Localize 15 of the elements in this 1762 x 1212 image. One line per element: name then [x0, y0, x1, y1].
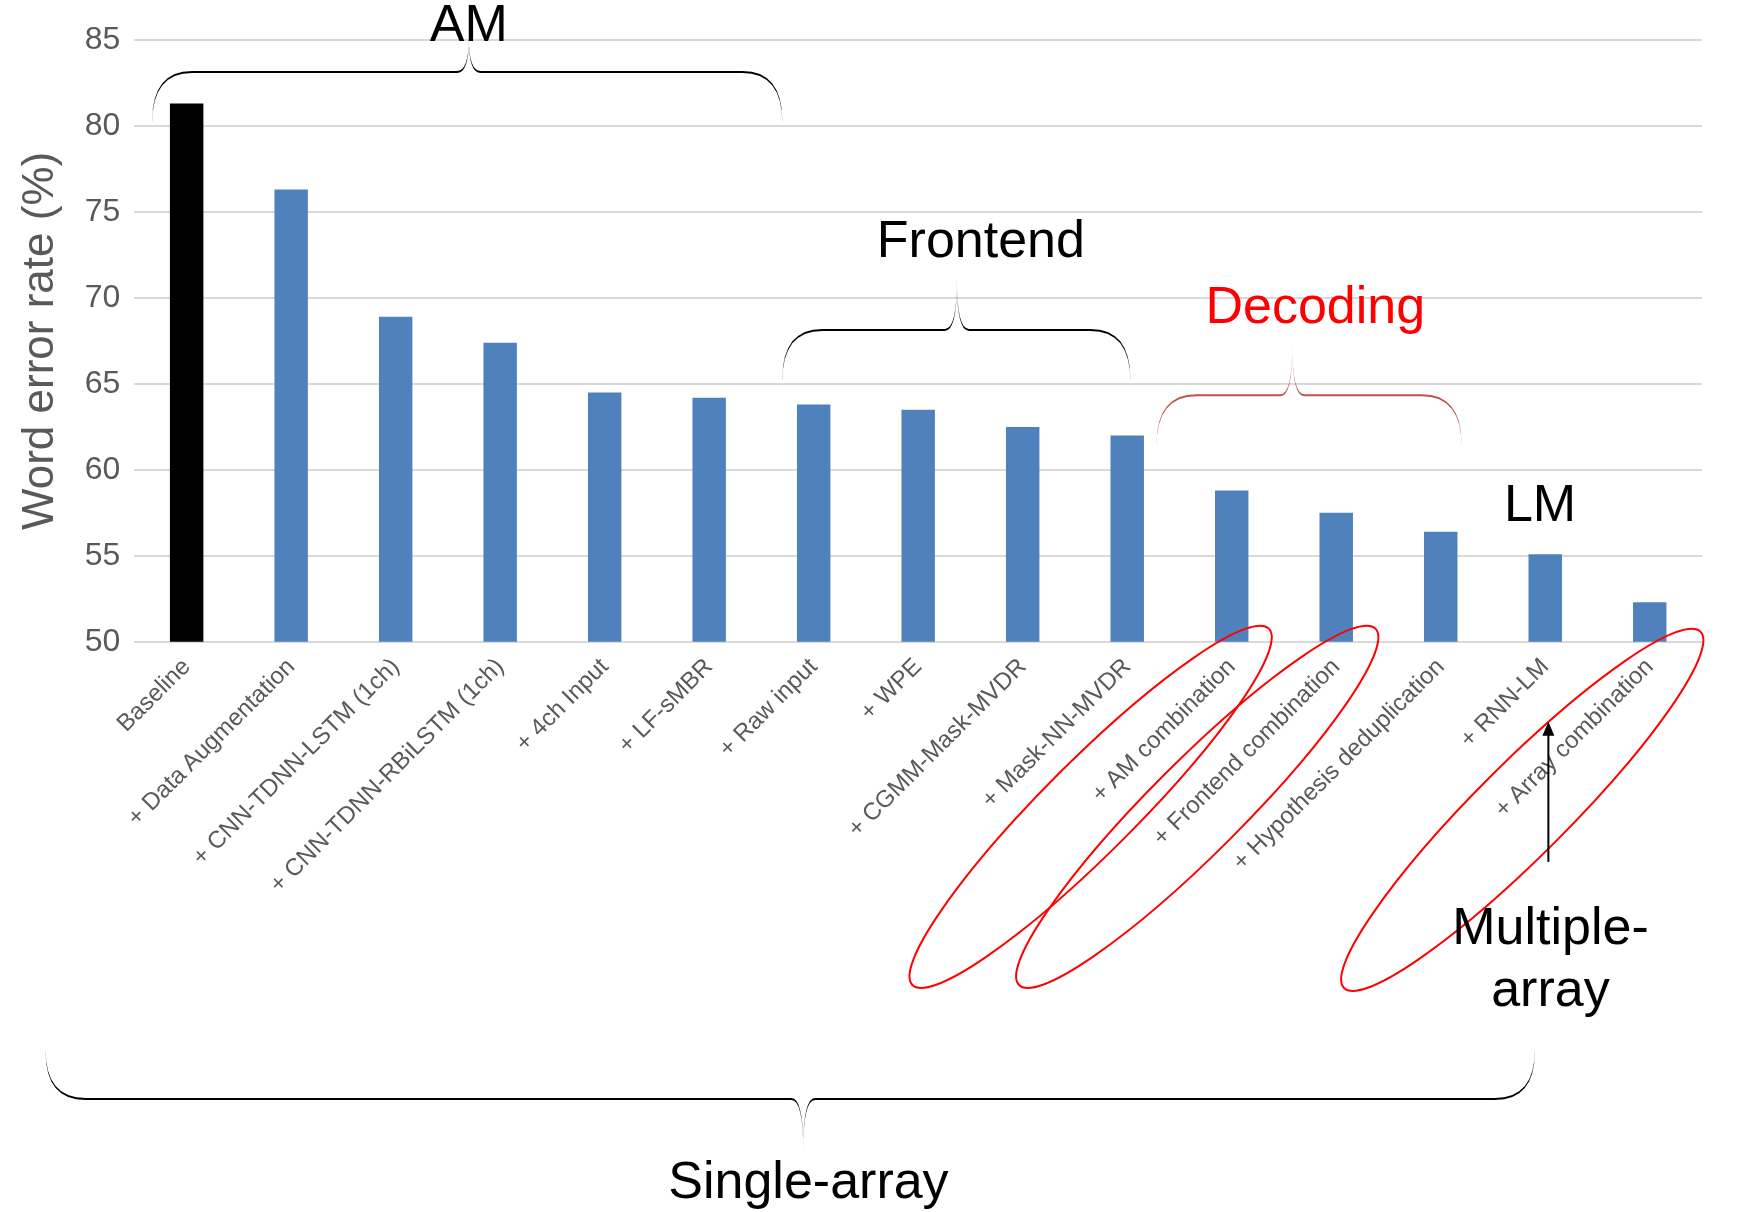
annotation: AM — [429, 0, 508, 54]
annotation: LM — [1503, 472, 1577, 534]
y-tick-label: 70 — [84, 277, 121, 314]
y-tick-label: 65 — [84, 363, 121, 400]
y-tick-label: 80 — [84, 105, 121, 142]
y-tick-label: 85 — [84, 19, 121, 56]
y-tick-label: 55 — [84, 535, 121, 572]
text: Single-array — [668, 1149, 949, 1211]
annotation: Decoding — [1205, 274, 1426, 336]
y-tick-label: 60 — [84, 449, 121, 486]
annotation: Frontend — [876, 209, 1085, 271]
y-axis-title: Word error rate (%) — [12, 151, 62, 530]
y-tick-label: 75 — [84, 191, 121, 228]
text: Multiple-array — [1451, 895, 1650, 1019]
y-tick-label: 50 — [84, 621, 121, 658]
